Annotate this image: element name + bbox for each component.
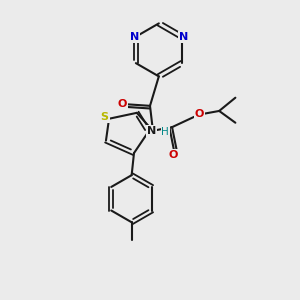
Text: N: N	[147, 126, 156, 136]
Text: O: O	[195, 110, 204, 119]
Text: N: N	[178, 32, 188, 42]
Text: S: S	[100, 112, 109, 122]
Text: O: O	[169, 149, 178, 160]
Text: N: N	[130, 32, 139, 42]
Text: H: H	[161, 127, 169, 137]
Text: O: O	[118, 99, 127, 110]
